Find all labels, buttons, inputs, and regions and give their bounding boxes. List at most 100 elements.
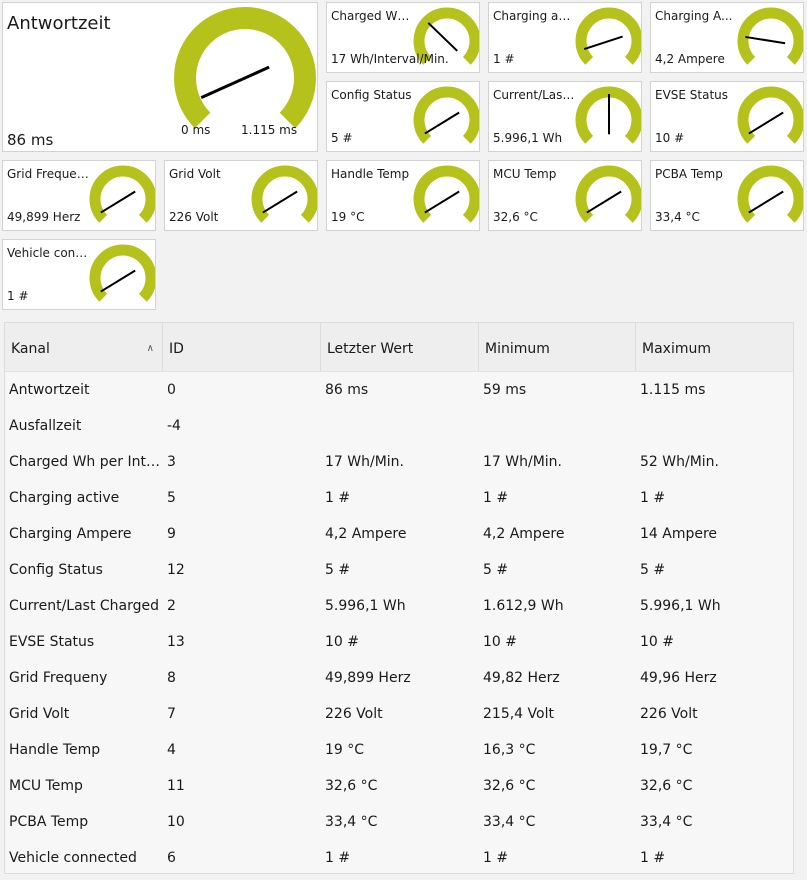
- table-cell: 33,4 °C: [640, 814, 693, 830]
- gauge-dial: [737, 86, 803, 144]
- column-header-letzter-wert[interactable]: Letzter Wert: [321, 323, 479, 371]
- gauge-dial: [737, 7, 803, 65]
- table-row[interactable]: Current/Last Charged 2 5.996,1 Wh 1.612,9 W…: [5, 588, 793, 624]
- column-header-maximum[interactable]: Maximum: [642, 341, 711, 357]
- table-cell: 32,6 °C: [640, 778, 693, 794]
- gauge-dial: [251, 165, 317, 223]
- gauge-tile[interactable]: MCU Temp 32,6 °C: [488, 160, 642, 231]
- gauge-tile[interactable]: Charging act... 1 #: [488, 2, 642, 73]
- table-cell: Charging active: [9, 490, 120, 506]
- table-cell: MCU Temp: [9, 778, 83, 794]
- gauge-needle: [427, 22, 458, 52]
- gauge-needle: [424, 111, 460, 135]
- table-cell: 19 °C: [325, 742, 365, 758]
- table-row[interactable]: MCU Temp 11 32,6 °C 32,6 °C 32,6 °C: [5, 768, 793, 804]
- table-row[interactable]: Handle Temp 4 19 °C 16,3 °C 19,7 °C: [5, 732, 793, 768]
- table-cell: 1.115 ms: [640, 382, 706, 398]
- gauge-arc: [413, 7, 479, 65]
- table-row[interactable]: Charging Ampere 9 4,2 Ampere 4,2 Ampere 14 A…: [5, 516, 793, 552]
- gauge-arc: [737, 7, 803, 65]
- gauge-tile-antwortzeit[interactable]: Antwortzeit 0 ms 1.115 ms 86 ms: [2, 2, 318, 152]
- column-header-id[interactable]: ID: [163, 323, 321, 371]
- table-row[interactable]: Vehicle connected 6 1 # 1 # 1 #: [5, 840, 793, 876]
- table-cell: Ausfallzeit: [9, 418, 82, 434]
- gauge-arc: [174, 7, 316, 129]
- table-cell: 8: [167, 670, 176, 686]
- table-cell: Config Status: [9, 562, 103, 578]
- table-cell: 4: [167, 742, 176, 758]
- gauge-tile-name: Charged Wh...: [331, 9, 413, 23]
- gauge-dial: [413, 7, 479, 65]
- table-cell: EVSE Status: [9, 634, 95, 650]
- table-row[interactable]: EVSE Status 13 10 # 10 # 10 #: [5, 624, 793, 660]
- gauge-tile-name: Charging act...: [493, 9, 575, 23]
- gauge-tile-value: 226 Volt: [169, 210, 219, 224]
- table-cell: 10 #: [325, 634, 359, 650]
- gauge-arc: [737, 165, 803, 223]
- gauge-tile[interactable]: EVSE Status 10 #: [650, 81, 804, 152]
- gauge-dial: [413, 86, 479, 144]
- gauge-tile-name: Grid Frequeny: [7, 167, 89, 181]
- gauge-tile-value: 33,4 °C: [655, 210, 700, 224]
- gauge-tile[interactable]: Grid Volt 226 Volt: [164, 160, 318, 231]
- table-row[interactable]: Charged Wh per Interval/Min.3 17 Wh/Min. 1…: [5, 444, 793, 480]
- gauge-needle: [748, 111, 784, 135]
- table-cell: 49,82 Herz: [483, 670, 560, 686]
- gauge-tile-value: 5.996,1 Wh: [493, 131, 563, 145]
- gauge-tile[interactable]: Config Status 5 #: [326, 81, 480, 152]
- table-cell: 4,2 Ampere: [483, 526, 565, 542]
- gauge-tile-value: 19 °C: [331, 210, 365, 224]
- gauge-tile-value: 49,899 Herz: [7, 210, 81, 224]
- column-header-minimum[interactable]: Minimum: [479, 323, 636, 371]
- table-row[interactable]: Config Status 12 5 # 5 # 5 #: [5, 552, 793, 588]
- table-cell: [321, 408, 479, 444]
- table-cell: 19,7 °C: [640, 742, 693, 758]
- table-row[interactable]: Ausfallzeit -4: [5, 408, 793, 444]
- table-row[interactable]: Charging active 5 1 # 1 # 1 #: [5, 480, 793, 516]
- gauge-tile[interactable]: Vehicle conn... 1 #: [2, 239, 156, 310]
- table-cell: 5 #: [325, 562, 351, 578]
- gauge-tile[interactable]: Charging A... 4,2 Ampere: [650, 2, 804, 73]
- gauge-tile-name: Grid Volt: [169, 167, 221, 181]
- table-cell: 12: [167, 562, 185, 578]
- table-cell: Grid Frequeny: [9, 670, 108, 686]
- gauge-tile[interactable]: Grid Frequeny 49,899 Herz: [2, 160, 156, 231]
- gauge-arc: [575, 7, 641, 65]
- gauge-tile-name: Handle Temp: [331, 167, 410, 181]
- table-cell: 17 Wh/Min.: [325, 454, 404, 470]
- table-cell: 10 #: [483, 634, 517, 650]
- table-cell: 5: [167, 490, 176, 506]
- gauge-needle: [100, 190, 136, 214]
- gauge-needle: [583, 35, 623, 50]
- table-row[interactable]: Antwortzeit 0 86 ms 59 ms 1.115 ms: [5, 372, 793, 408]
- table-cell: Handle Temp: [9, 742, 101, 758]
- table-cell: 226 Volt: [640, 706, 698, 722]
- table-cell: 1.612,9 Wh: [483, 598, 564, 614]
- gauge-tile[interactable]: PCBA Temp 33,4 °C: [650, 160, 804, 231]
- gauge-arc: [89, 165, 155, 223]
- table-cell: 17 Wh/Min.: [483, 454, 562, 470]
- table-cell: 86 ms: [325, 382, 369, 398]
- table-cell: 5 #: [483, 562, 509, 578]
- gauge-tile-name: Config Status: [331, 88, 412, 102]
- gauge-tile[interactable]: Charged Wh... 17 Wh/Interval/Min.: [326, 2, 480, 73]
- gauge-needle: [100, 269, 136, 293]
- column-header-kanal[interactable]: Kanal ∧: [5, 323, 163, 371]
- gauge-arc: [251, 165, 317, 223]
- table-cell: 1 #: [640, 490, 666, 506]
- table-cell: 14 Ampere: [640, 526, 718, 542]
- table-cell: 52 Wh/Min.: [640, 454, 719, 470]
- gauge-tile-name: Vehicle conn...: [7, 246, 89, 260]
- table-row[interactable]: PCBA Temp 10 33,4 °C 33,4 °C 33,4 °C: [5, 804, 793, 840]
- gauge-tile-value: 1 #: [7, 289, 29, 303]
- table-cell: 9: [167, 526, 176, 542]
- table-row[interactable]: Grid Frequeny 8 49,899 Herz 49,82 Herz 49,96…: [5, 660, 793, 696]
- gauge-dial: [575, 86, 641, 144]
- table-row[interactable]: Grid Volt 7 226 Volt 215,4 Volt 226 Volt: [5, 696, 793, 732]
- gauge-arc: [413, 165, 479, 223]
- gauge-tile[interactable]: Current/Last ... 5.996,1 Wh: [488, 81, 642, 152]
- gauge-arc: [413, 86, 479, 144]
- table-cell: [479, 408, 636, 444]
- gauge-needle: [745, 35, 786, 45]
- gauge-tile[interactable]: Handle Temp 19 °C: [326, 160, 480, 231]
